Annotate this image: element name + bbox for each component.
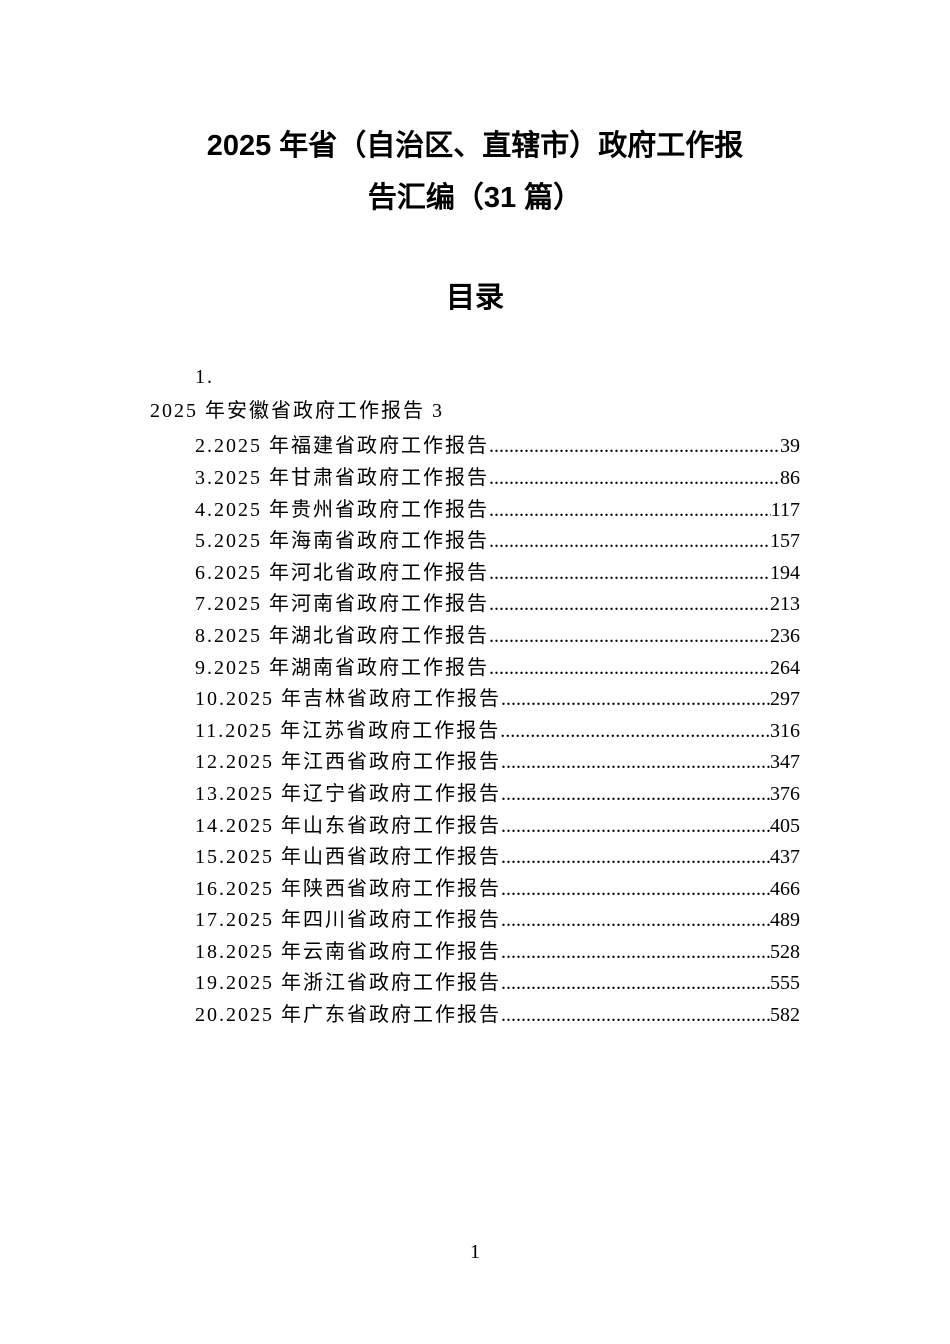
toc-item-page: 466 bbox=[770, 874, 800, 906]
toc-item: 3.2025 年甘肃省政府工作报告.......................… bbox=[150, 463, 800, 495]
toc-item-dots: ........................................… bbox=[489, 653, 770, 685]
toc-item-label: 3.2025 年甘肃省政府工作报告 bbox=[195, 463, 489, 495]
toc-item-page: 117 bbox=[771, 495, 800, 527]
toc-item: 14.2025 年山东省政府工作报告......................… bbox=[150, 811, 800, 843]
toc-item: 5.2025 年海南省政府工作报告.......................… bbox=[150, 526, 800, 558]
toc-item-page: 582 bbox=[770, 1000, 800, 1032]
document-title: 2025 年省（自治区、直辖市）政府工作报 告汇编（31 篇） bbox=[150, 120, 800, 224]
title-line-1: 2025 年省（自治区、直辖市）政府工作报 bbox=[150, 120, 800, 172]
toc-item: 12.2025 年江西省政府工作报告......................… bbox=[150, 747, 800, 779]
toc-item: 2.2025 年福建省政府工作报告.......................… bbox=[150, 431, 800, 463]
toc-item: 9.2025 年湖南省政府工作报告.......................… bbox=[150, 653, 800, 685]
toc-item-dots: ........................................… bbox=[501, 684, 770, 716]
title-line-2: 告汇编（31 篇） bbox=[150, 172, 800, 224]
toc-item-label: 11.2025 年江苏省政府工作报告 bbox=[195, 716, 500, 748]
toc-item-page: 194 bbox=[770, 558, 800, 590]
toc-item-page: 213 bbox=[770, 589, 800, 621]
toc-item-label: 2.2025 年福建省政府工作报告 bbox=[195, 431, 489, 463]
toc-item-label: 17.2025 年四川省政府工作报告 bbox=[195, 905, 501, 937]
toc-item-label: 20.2025 年广东省政府工作报告 bbox=[195, 1000, 501, 1032]
toc-item: 16.2025 年陕西省政府工作报告......................… bbox=[150, 874, 800, 906]
toc-list: 2.2025 年福建省政府工作报告.......................… bbox=[150, 431, 800, 1031]
toc-item-page: 555 bbox=[770, 968, 800, 1000]
toc-item-dots: ........................................… bbox=[501, 811, 770, 843]
toc-item: 17.2025 年四川省政府工作报告......................… bbox=[150, 905, 800, 937]
toc-item: 8.2025 年湖北省政府工作报告.......................… bbox=[150, 621, 800, 653]
toc-item-label: 9.2025 年湖南省政府工作报告 bbox=[195, 653, 489, 685]
toc-item-dots: ........................................… bbox=[501, 874, 770, 906]
toc-item-dots: ........................................… bbox=[489, 589, 770, 621]
toc-item-dots: ........................................… bbox=[489, 495, 771, 527]
toc-first-item-number: 1. bbox=[195, 366, 800, 389]
toc-item: 15.2025 年山西省政府工作报告......................… bbox=[150, 842, 800, 874]
toc-item-page: 236 bbox=[770, 621, 800, 653]
toc-item-label: 19.2025 年浙江省政府工作报告 bbox=[195, 968, 501, 1000]
toc-item-dots: ........................................… bbox=[501, 747, 770, 779]
toc-item-page: 437 bbox=[770, 842, 800, 874]
page-number: 1 bbox=[470, 1241, 480, 1264]
toc-item-label: 8.2025 年湖北省政府工作报告 bbox=[195, 621, 489, 653]
toc-item-page: 376 bbox=[770, 779, 800, 811]
toc-item-page: 157 bbox=[770, 526, 800, 558]
toc-item-page: 39 bbox=[780, 431, 800, 463]
toc-item-dots: ........................................… bbox=[489, 463, 780, 495]
toc-item: 10.2025 年吉林省政府工作报告......................… bbox=[150, 684, 800, 716]
toc-item-page: 316 bbox=[770, 716, 800, 748]
toc-item: 18.2025 年云南省政府工作报告......................… bbox=[150, 937, 800, 969]
toc-item-dots: ........................................… bbox=[501, 842, 770, 874]
toc-item-page: 347 bbox=[770, 747, 800, 779]
toc-item: 4.2025 年贵州省政府工作报告.......................… bbox=[150, 495, 800, 527]
toc-item-dots: ........................................… bbox=[489, 526, 770, 558]
toc-item-dots: ........................................… bbox=[500, 716, 770, 748]
toc-item-page: 405 bbox=[770, 811, 800, 843]
toc-item-page: 86 bbox=[780, 463, 800, 495]
toc-item: 6.2025 年河北省政府工作报告.......................… bbox=[150, 558, 800, 590]
toc-item: 7.2025 年河南省政府工作报告.......................… bbox=[150, 589, 800, 621]
toc-item-label: 12.2025 年江西省政府工作报告 bbox=[195, 747, 501, 779]
toc-item-label: 16.2025 年陕西省政府工作报告 bbox=[195, 874, 501, 906]
toc-item-label: 6.2025 年河北省政府工作报告 bbox=[195, 558, 489, 590]
toc-item-label: 5.2025 年海南省政府工作报告 bbox=[195, 526, 489, 558]
toc-item-dots: ........................................… bbox=[489, 621, 770, 653]
toc-item: 20.2025 年广东省政府工作报告......................… bbox=[150, 1000, 800, 1032]
toc-first-item-text: 2025 年安徽省政府工作报告 3 bbox=[150, 394, 800, 423]
toc-item-label: 15.2025 年山西省政府工作报告 bbox=[195, 842, 501, 874]
toc-item-page: 297 bbox=[770, 684, 800, 716]
toc-item-dots: ........................................… bbox=[501, 968, 770, 1000]
toc-item-dots: ........................................… bbox=[501, 1000, 770, 1032]
toc-item-label: 14.2025 年山东省政府工作报告 bbox=[195, 811, 501, 843]
toc-item: 13.2025 年辽宁省政府工作报告......................… bbox=[150, 779, 800, 811]
toc-item-page: 264 bbox=[770, 653, 800, 685]
toc-item-label: 7.2025 年河南省政府工作报告 bbox=[195, 589, 489, 621]
toc-item-label: 4.2025 年贵州省政府工作报告 bbox=[195, 495, 489, 527]
toc-item-label: 13.2025 年辽宁省政府工作报告 bbox=[195, 779, 501, 811]
toc-item-label: 18.2025 年云南省政府工作报告 bbox=[195, 937, 501, 969]
toc-item: 11.2025 年江苏省政府工作报告......................… bbox=[150, 716, 800, 748]
toc-item-label: 10.2025 年吉林省政府工作报告 bbox=[195, 684, 501, 716]
toc-heading: 目录 bbox=[150, 274, 800, 316]
toc-item-dots: ........................................… bbox=[489, 558, 770, 590]
toc-item-page: 489 bbox=[770, 905, 800, 937]
toc-item-dots: ........................................… bbox=[501, 937, 770, 969]
toc-item: 19.2025 年浙江省政府工作报告......................… bbox=[150, 968, 800, 1000]
toc-item-dots: ........................................… bbox=[489, 431, 780, 463]
toc-item-dots: ........................................… bbox=[501, 779, 770, 811]
toc-item-dots: ........................................… bbox=[501, 905, 770, 937]
toc-item-page: 528 bbox=[770, 937, 800, 969]
